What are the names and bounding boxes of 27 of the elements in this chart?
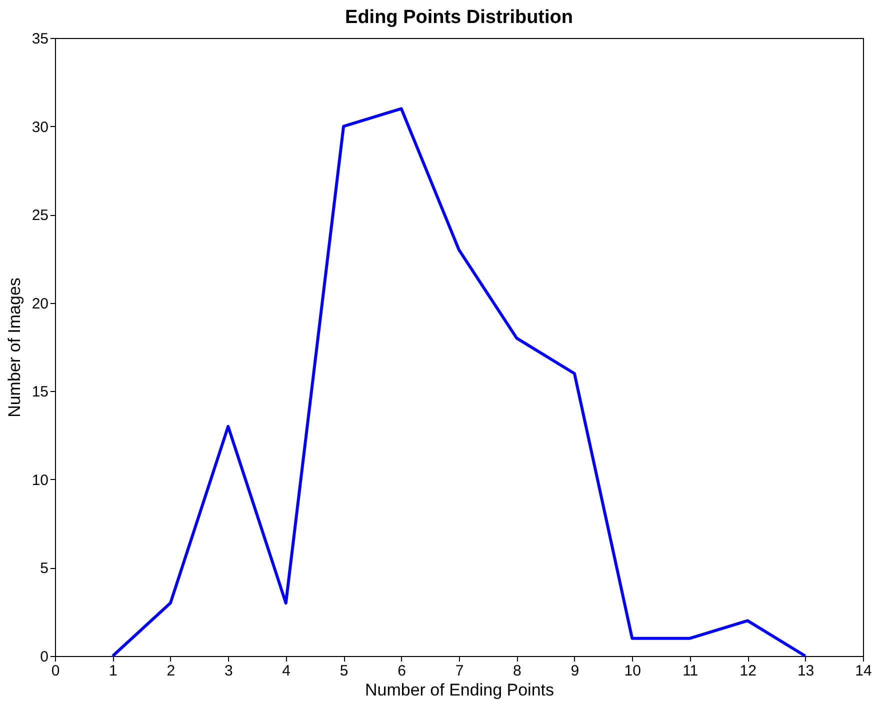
y-tick-label: 35 xyxy=(32,30,48,48)
y-tick-label: 30 xyxy=(32,118,48,136)
x-tick-label: 8 xyxy=(513,662,522,680)
x-tick-label: 2 xyxy=(166,662,176,680)
x-tick-label: 14 xyxy=(855,662,872,680)
x-tick-label: 7 xyxy=(455,662,464,680)
x-tick-label: 4 xyxy=(282,662,291,680)
chart-title: Eding Points Distribution xyxy=(345,7,573,28)
x-tick-label: 9 xyxy=(570,662,580,680)
y-tick-label: 5 xyxy=(40,560,48,578)
line-series xyxy=(111,107,807,658)
x-tick-label: 5 xyxy=(340,662,348,680)
x-tick-label: 1 xyxy=(109,662,118,680)
y-tick-label: 20 xyxy=(32,295,48,312)
y-tick-label: 0 xyxy=(40,648,48,666)
x-tick-label: 13 xyxy=(797,662,814,680)
x-tick-label: 12 xyxy=(740,662,756,680)
y-tick-label: 25 xyxy=(32,207,48,224)
x-tick-label: 10 xyxy=(624,662,641,680)
x-tick-label: 3 xyxy=(224,662,233,680)
x-tick-label: 11 xyxy=(682,662,698,680)
x-axis-title: Number of Ending Points xyxy=(365,680,554,700)
x-tick-label: 6 xyxy=(398,662,406,680)
y-tick-label: 15 xyxy=(32,384,48,401)
y-axis-title: Number of Images xyxy=(4,278,24,418)
y-tick-label: 10 xyxy=(32,472,48,489)
x-tick-label: 0 xyxy=(51,662,60,680)
